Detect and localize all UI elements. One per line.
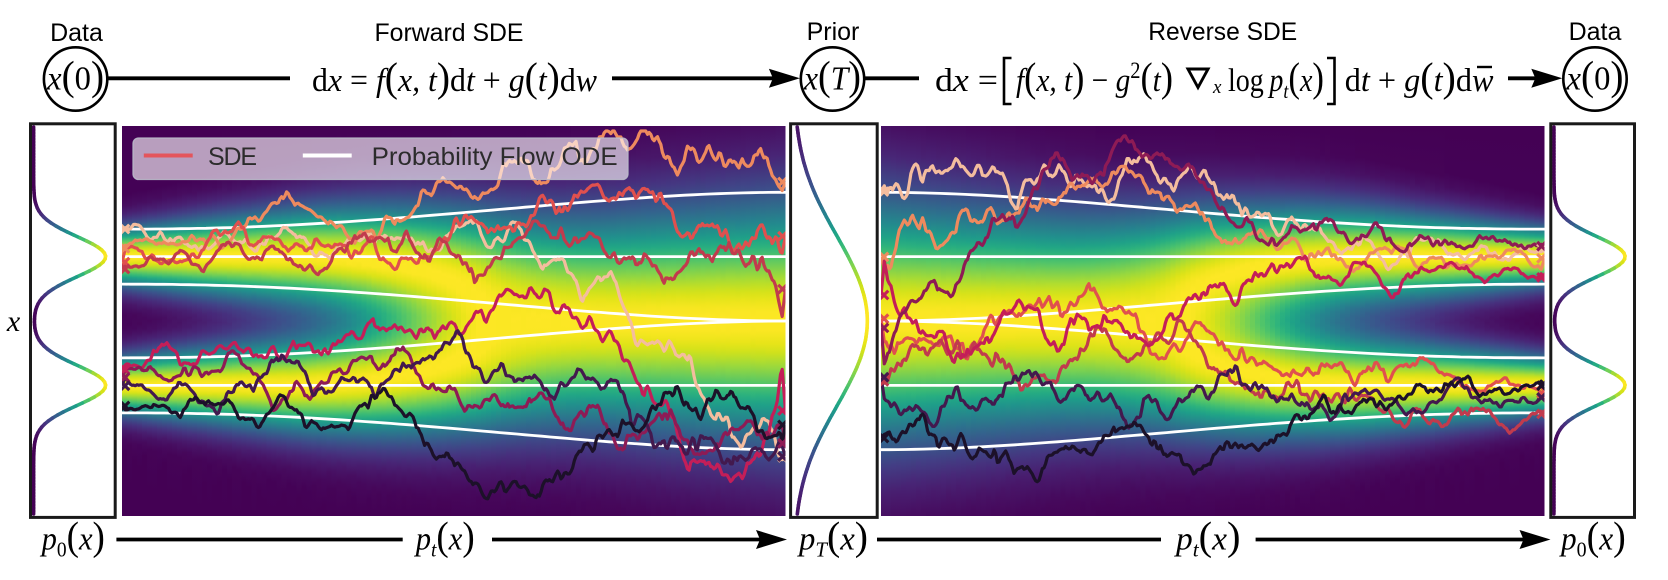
svg-text:Forward SDE: Forward SDE [375, 19, 524, 47]
svg-text:SDE: SDE [208, 143, 257, 171]
svg-text:dx = f(x, t)dt + g(t)dw: dx = f(x, t)dt + g(t)dw [312, 54, 597, 100]
svg-text:f(x, t) − g2(t): f(x, t) − g2(t) [1016, 54, 1173, 100]
svg-text:x(0): x(0) [46, 53, 104, 99]
svg-text:Prior: Prior [807, 18, 860, 46]
svg-text:dt + g(t)dw: dt + g(t)dw [1345, 54, 1494, 100]
svg-text:dx =: dx = [935, 63, 998, 99]
svg-text:p0(x): p0(x) [40, 514, 105, 562]
svg-text:x: x [6, 305, 21, 338]
svg-text:pt(x): pt(x) [1174, 514, 1241, 562]
svg-text:Data: Data [50, 19, 103, 47]
svg-text:x(0): x(0) [1566, 53, 1624, 99]
svg-text:pT(x): pT(x) [797, 514, 868, 562]
svg-text:Data: Data [1569, 18, 1622, 46]
svg-text:p0(x): p0(x) [1559, 514, 1626, 562]
svg-text:log pt(x): log pt(x) [1228, 54, 1324, 103]
svg-text:Probability Flow ODE: Probability Flow ODE [372, 143, 618, 171]
svg-text:Reverse SDE: Reverse SDE [1148, 18, 1297, 46]
svg-text:x(T): x(T) [803, 53, 861, 99]
svg-text:pt(x): pt(x) [414, 514, 475, 562]
svg-text:x: x [1212, 77, 1222, 98]
